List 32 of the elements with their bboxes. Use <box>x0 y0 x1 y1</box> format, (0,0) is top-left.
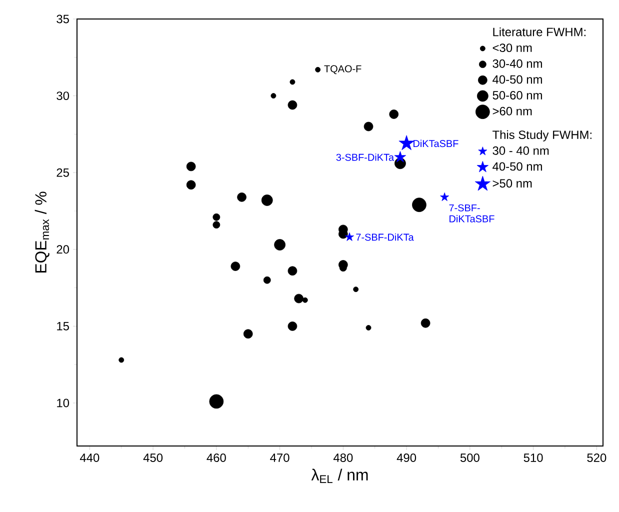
annotation: 3-SBF-DiKTa <box>336 154 394 161</box>
annotation: This Study FWHM: <box>492 130 592 142</box>
y-tick-label: 20 <box>56 245 70 254</box>
x-axis-title: λ$_{EL}$ / nm <box>311 468 368 483</box>
legend-label: 30 - 40 nm <box>492 146 549 155</box>
legend-title: Literature FWHM: <box>493 27 586 36</box>
legend-label: >50 nm <box>492 179 532 188</box>
x-tick-label: 460 <box>206 454 226 462</box>
y-tick-label: 10 <box>57 398 70 408</box>
y-tick-label: 35 <box>56 14 69 24</box>
annotation: TQAO-F <box>324 65 362 74</box>
legend-label: 30-40 nm <box>492 59 542 68</box>
y-tick-label: 15 <box>57 322 69 330</box>
x-tick-label: 470 <box>270 454 290 462</box>
annotation: 7-SBF-DiKTaSBF <box>449 204 494 222</box>
x-tick-label: 520 <box>587 454 606 462</box>
annotation: 7-SBF-DiKTa <box>356 233 414 241</box>
y-tick-label: 25 <box>56 168 69 177</box>
x-tick-label: 490 <box>396 454 416 462</box>
x-tick-label: 500 <box>460 454 480 462</box>
x-tick-label: 510 <box>524 454 543 462</box>
annotation: DiKTaSBF <box>414 140 458 148</box>
legend-label: >60 nm <box>492 106 532 116</box>
legend-label: 50-60 nm <box>492 91 542 100</box>
y-axis-title: EQE$_{max}$ / % <box>34 192 50 273</box>
legend-label: 40-50 nm <box>492 75 542 84</box>
legend-label: <30 nm <box>492 44 532 52</box>
legend-label: 40-50 nm <box>492 162 542 171</box>
x-tick-label: 480 <box>333 454 353 462</box>
x-tick-label: 450 <box>143 454 163 462</box>
y-tick-label: 30 <box>56 92 70 100</box>
x-tick-label: 440 <box>80 454 100 462</box>
